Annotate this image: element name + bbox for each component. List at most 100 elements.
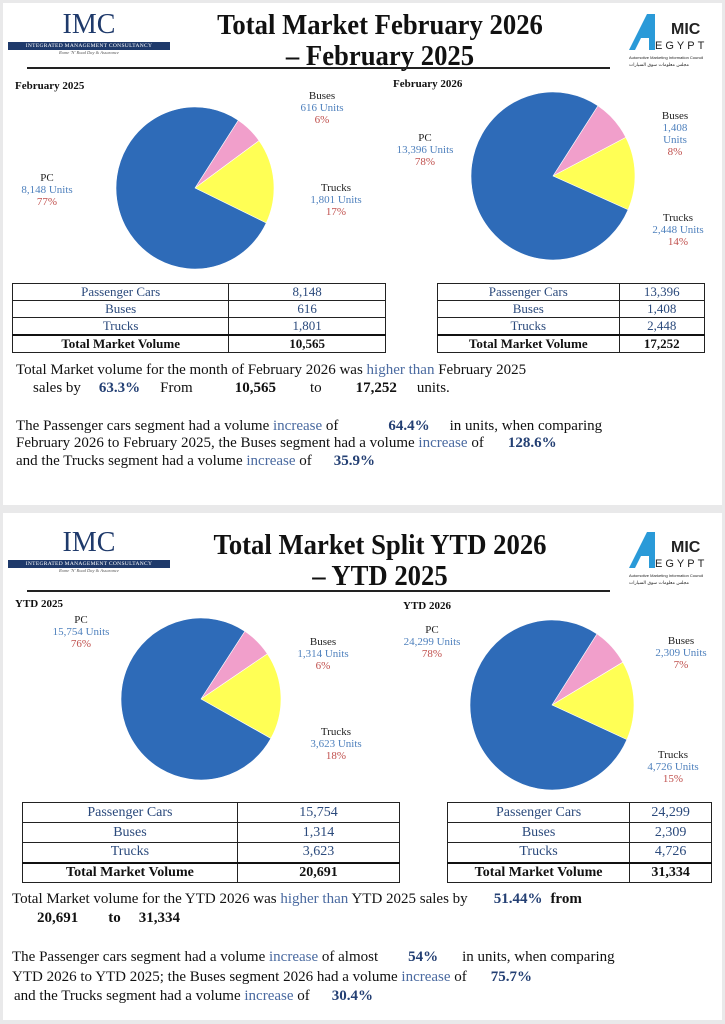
table-row: Trucks 4,726 xyxy=(446,842,712,863)
text: Total Market volume for the YTD 2026 was xyxy=(12,891,281,907)
imc-logo-text: IMC xyxy=(62,9,116,40)
label-units: 8,148 Units xyxy=(21,184,73,196)
pie-label-left: February 2025 xyxy=(15,80,85,92)
imc-logo-tagline: Rome 'N' Road Day & Assurance xyxy=(59,568,119,573)
text: February 2025 xyxy=(434,362,527,378)
text: increase xyxy=(246,453,296,469)
pie-chart-ytd-2026 xyxy=(469,619,635,791)
label-name: PC xyxy=(418,132,432,144)
label-pct: 77% xyxy=(36,196,58,208)
text: of xyxy=(322,418,339,434)
label-units: 2,448 Units xyxy=(652,224,704,236)
text: of xyxy=(293,988,310,1004)
text: in units, when comparing xyxy=(462,949,615,965)
label-units: 2,309 Units xyxy=(655,647,707,659)
label-name: Buses xyxy=(308,90,336,102)
cell: Passenger Cars xyxy=(437,283,620,301)
pie1-label-buses: Buses 1,408 Units 8% xyxy=(655,110,695,158)
cell: Buses xyxy=(22,822,238,843)
label-name: Buses xyxy=(309,636,337,648)
label-units: 3,623 Units xyxy=(310,738,362,750)
value: 51.44% xyxy=(493,891,543,907)
label-units: 1,314 Units xyxy=(297,648,349,660)
label-pct: 8% xyxy=(667,146,683,158)
label-name: Trucks xyxy=(320,726,352,738)
text: YTD 2026 to YTD 2025; the Buses segment … xyxy=(12,969,402,985)
label-units: 616 Units xyxy=(300,102,344,114)
cell: Trucks xyxy=(11,317,230,336)
imc-logo-subtitle: INTEGRATED MANAGEMENT CONSULTANCY xyxy=(8,560,170,568)
cell: Buses xyxy=(446,822,631,843)
text: from xyxy=(550,891,582,907)
text: increase xyxy=(418,435,468,451)
label-name: PC xyxy=(74,614,88,626)
imc-logo-tagline: Rome 'N' Road Day & Assurance xyxy=(59,50,119,55)
summary-line2: sales by 63.3% From 10,565 to 17,252 units. xyxy=(33,379,450,397)
title-line1: Total Market February 2026 xyxy=(217,9,543,41)
summary-line1: Total Market volume for the YTD 2026 was… xyxy=(12,890,582,908)
title-line1: Total Market Split YTD 2026 xyxy=(213,529,547,561)
page-title: Total Market Split YTD 2026 – YTD 2025 xyxy=(187,530,573,592)
label-pct: 15% xyxy=(662,773,684,785)
pie-label-right: YTD 2026 xyxy=(403,600,451,612)
cell: Total Market Volume xyxy=(11,334,230,353)
text: February 2026 to February 2025, the Buse… xyxy=(16,435,419,451)
amic-caption-ar: مجلس معلومات سوق السيارات xyxy=(629,63,689,68)
pie-slice-pc xyxy=(120,617,272,781)
value: 54% xyxy=(408,949,439,965)
text: in units, when comparing xyxy=(449,418,603,434)
pie-chart-feb-2026 xyxy=(470,91,636,261)
cell: 24,299 xyxy=(629,802,712,823)
cell: 4,726 xyxy=(629,842,712,863)
value: 35.9% xyxy=(333,453,376,469)
cell: Trucks xyxy=(437,317,620,336)
amic-egypt-logo: MIC EGYPT Automotive Marketing Informati… xyxy=(629,14,707,68)
imc-logo-text: IMC xyxy=(62,527,116,558)
value: 20,691 xyxy=(37,910,79,926)
value: 17,252 xyxy=(355,380,397,396)
label-pct: 14% xyxy=(667,236,689,248)
amic-caption-ar: مجلس معلومات سوق السيارات xyxy=(629,581,689,586)
segment-line2: YTD 2026 to YTD 2025; the Buses segment … xyxy=(12,968,532,986)
table-row: Buses 2,309 xyxy=(446,822,712,843)
cell: 8,148 xyxy=(228,283,386,301)
text: increase xyxy=(244,988,294,1004)
cell: Trucks xyxy=(446,842,631,863)
table-row: Buses 616 xyxy=(11,300,386,318)
label-pct: 18% xyxy=(325,750,347,762)
label-pct: 6% xyxy=(314,114,330,126)
label-name: PC xyxy=(40,172,54,184)
text: increase xyxy=(269,949,319,965)
table-ytd-2025: Passenger Cars 15,754 Buses 1,314 Trucks 3,… xyxy=(22,802,401,883)
value: 75.7% xyxy=(490,969,533,985)
pie-slice-trucks xyxy=(200,653,282,739)
value: 10,565 xyxy=(234,380,276,396)
text: of almost xyxy=(318,949,379,965)
pie2-label-trucks: Trucks 3,623 Units 18% xyxy=(304,726,368,762)
pie-chart-feb-2025 xyxy=(115,106,275,270)
table-row: Trucks 3,623 xyxy=(22,842,401,863)
text: sales by xyxy=(33,380,81,396)
amic-egypt-text: EGYPT xyxy=(655,558,707,570)
cell: Buses xyxy=(11,300,230,318)
value: 63.3% xyxy=(98,380,141,396)
pie3-label-trucks: Trucks 4,726 Units 15% xyxy=(640,749,706,785)
text: higher than xyxy=(280,891,349,907)
amic-egypt-text: EGYPT xyxy=(655,40,707,52)
cell: Total Market Volume xyxy=(446,861,631,883)
pie2-label-buses: Buses 1,314 Units 6% xyxy=(292,636,354,672)
cell: 13,396 xyxy=(618,283,706,301)
pie-label-right: February 2026 xyxy=(393,78,463,90)
value: 30.4% xyxy=(331,988,374,1004)
cell: 15,754 xyxy=(236,802,401,823)
text: units. xyxy=(416,380,450,396)
table-row: Buses 1,408 xyxy=(437,300,706,318)
label-pct: 78% xyxy=(421,648,443,660)
text: and the Trucks segment had a volume xyxy=(14,988,245,1004)
summary-line2: 20,691 to 31,334 xyxy=(37,909,180,927)
label-units: 1,801 Units xyxy=(310,194,362,206)
table-row: Passenger Cars 13,396 xyxy=(437,283,706,301)
text: of xyxy=(467,435,484,451)
text: higher than xyxy=(366,362,435,378)
panel-february xyxy=(3,3,722,505)
